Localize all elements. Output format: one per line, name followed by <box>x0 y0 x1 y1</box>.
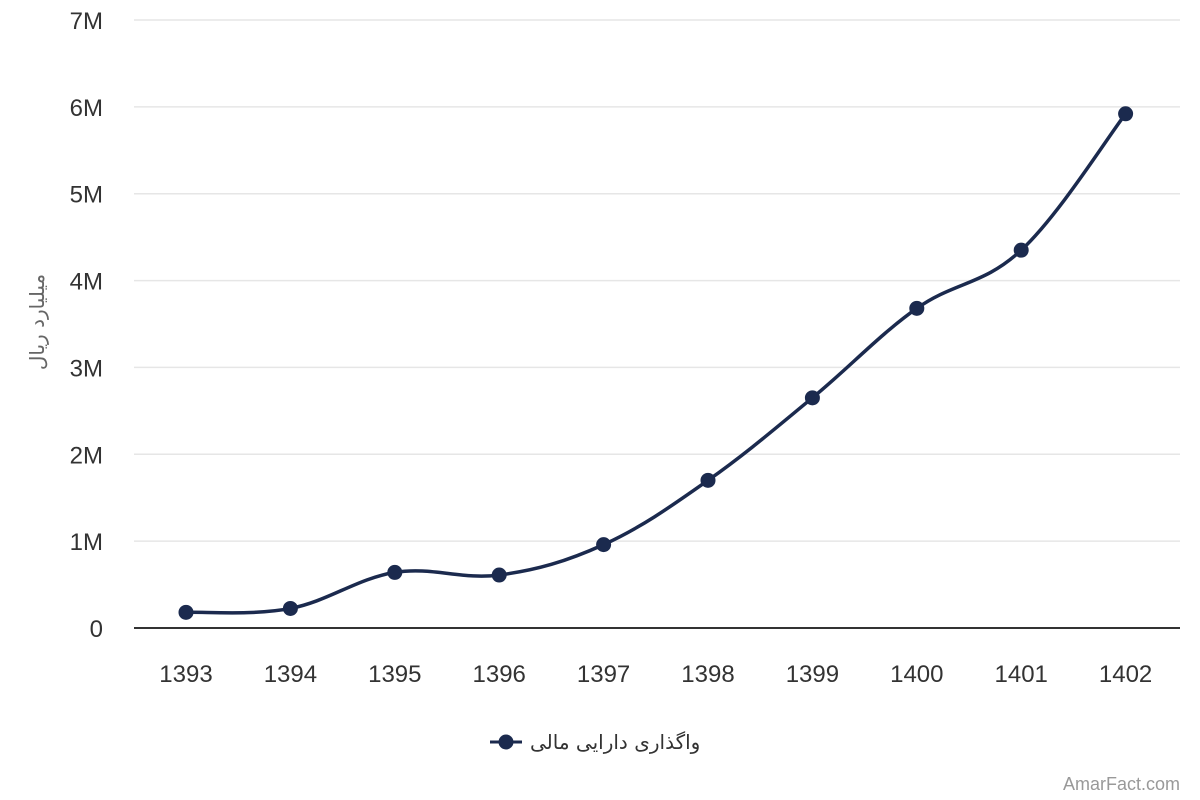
x-tick-label: 1399 <box>786 661 839 688</box>
data-point[interactable] <box>909 300 925 316</box>
credit-text[interactable]: AmarFact.com <box>1063 774 1180 794</box>
data-point[interactable] <box>1118 106 1134 122</box>
y-axis-label: میلیارد ریال <box>25 274 49 370</box>
data-point[interactable] <box>282 600 298 616</box>
x-tick-label: 1402 <box>1099 661 1152 688</box>
y-tick-label: 5M <box>70 182 103 209</box>
y-tick-label: 1M <box>70 529 103 556</box>
y-tick-label: 2M <box>70 442 103 469</box>
data-point[interactable] <box>491 567 507 583</box>
data-point[interactable] <box>804 390 820 406</box>
x-tick-label: 1393 <box>159 661 212 688</box>
data-point[interactable] <box>1013 242 1029 258</box>
y-tick-label: 7M <box>70 8 103 35</box>
x-tick-label: 1396 <box>473 661 526 688</box>
data-point[interactable] <box>178 604 194 620</box>
data-point[interactable] <box>700 472 716 488</box>
x-tick-label: 1397 <box>577 661 630 688</box>
x-tick-label: 1395 <box>368 661 421 688</box>
y-tick-label: 3M <box>70 355 103 382</box>
legend-label: واگذاری دارایی مالی <box>530 730 700 754</box>
x-tick-label: 1398 <box>681 661 734 688</box>
data-point[interactable] <box>387 564 403 580</box>
data-point[interactable] <box>596 537 612 553</box>
x-tick-label: 1401 <box>995 661 1048 688</box>
legend-marker-icon <box>498 734 514 750</box>
y-tick-label: 0 <box>90 616 103 643</box>
grid-lines <box>134 19 1180 542</box>
legend[interactable]: واگذاری دارایی مالی <box>490 730 700 754</box>
x-tick-label: 1400 <box>890 661 943 688</box>
y-tick-label: 6M <box>70 95 103 122</box>
y-axis-ticks: 0 1M 2M 3M 4M 5M 6M 7M <box>70 8 103 643</box>
series-line <box>184 112 1128 615</box>
x-axis-ticks: 1393 1394 1395 1396 1397 1398 1399 1400 1401 1402 <box>159 661 1152 688</box>
series-layer <box>178 106 1134 620</box>
y-tick-label: 4M <box>70 269 103 296</box>
x-tick-label: 1394 <box>264 661 317 688</box>
